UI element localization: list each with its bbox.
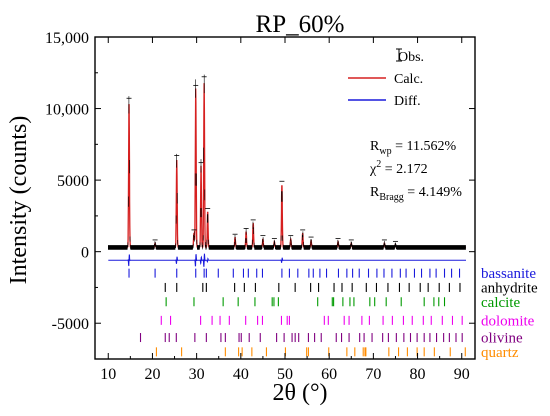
legend-obs-label: Obs.: [398, 50, 424, 65]
y-tick-label: 10,000: [45, 102, 89, 119]
fit-statistics: Rwp = 11.562% χ2 = 2.172 RBragg = 4.149%: [369, 139, 462, 203]
y-tick-label: 15,000: [45, 30, 89, 47]
rbragg-stat: RBragg = 4.149%: [370, 185, 462, 203]
y-axis-label: Intensity (counts): [6, 116, 32, 285]
chart-title: RP_60%: [256, 11, 345, 38]
x-tick-label: 50: [277, 366, 293, 383]
y-tick-label: 5000: [57, 173, 89, 190]
legend: Obs. Calc. Diff.: [348, 48, 424, 109]
diff-line: [108, 253, 466, 267]
diffraction-curves: [108, 74, 466, 267]
phase-label-anhydrite: anhydrite: [481, 280, 538, 296]
y-tick-label: -5000: [52, 316, 89, 333]
x-tick-label: 10: [100, 366, 116, 383]
axis-ticks: 10 20 30 40 50 60 70 80 90 15,000 10,000 5000 0 -5000: [45, 30, 475, 383]
obs-markers: [108, 74, 466, 250]
x-tick-label: 60: [321, 366, 337, 383]
phase-label-dolomite: dolomite: [481, 313, 535, 329]
x-tick-label: 30: [189, 366, 205, 383]
rwp-stat: Rwp = 11.562%: [370, 139, 456, 157]
x-tick-label: 90: [454, 366, 470, 383]
x-tick-label: 80: [410, 366, 426, 383]
phase-reflections: [128, 268, 466, 357]
x-tick-label: 20: [144, 366, 160, 383]
legend-calc-label: Calc.: [394, 72, 423, 87]
phase-label-bassanite: bassanite: [481, 266, 536, 282]
x-axis-label: 2θ (°): [272, 380, 327, 406]
x-tick-label: 40: [233, 366, 249, 383]
phase-label-quartz: quartz: [481, 345, 519, 361]
phase-label-calcite: calcite: [481, 295, 520, 311]
legend-diff-label: Diff.: [394, 94, 421, 109]
y-tick-label: 0: [81, 245, 89, 262]
phase-label-olivine: olivine: [481, 331, 523, 347]
chi2-stat: χ2 = 2.172: [369, 159, 428, 177]
x-tick-label: 70: [365, 366, 381, 383]
